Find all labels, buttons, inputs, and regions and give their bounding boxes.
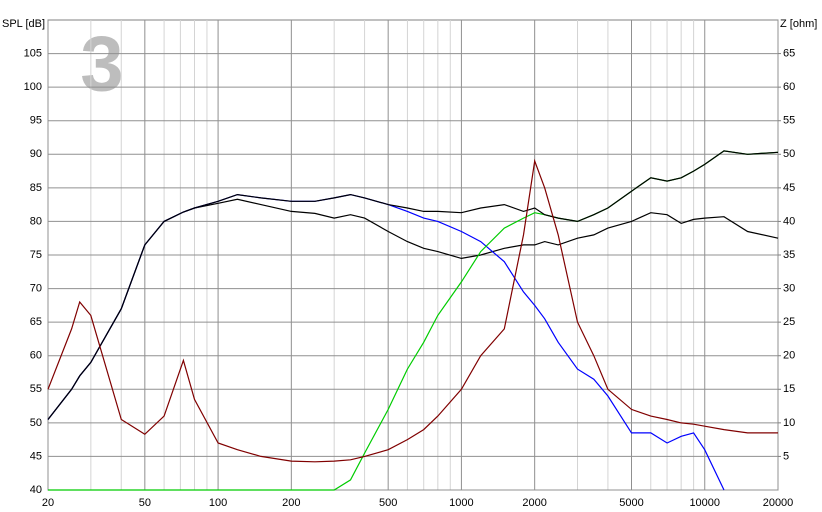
x-tick-label: 2000: [522, 497, 546, 509]
y-tick-label: 40: [30, 484, 42, 496]
y2-tick-label: 25: [783, 316, 795, 328]
y2-tick-label: 5: [783, 450, 789, 462]
x-tick-label: 20000: [763, 497, 794, 509]
y2-tick-label: 40: [783, 215, 795, 227]
x-tick-label: 5000: [619, 497, 643, 509]
y-axis-label: SPL [dB]: [2, 18, 45, 30]
series-line: [47, 150, 779, 420]
y-tick-label: 80: [30, 215, 42, 227]
x-tick-label: 1000: [449, 497, 473, 509]
x-tick-label: 50: [139, 497, 151, 509]
y2-tick-label: 20: [783, 350, 795, 362]
y2-tick-label: 65: [783, 47, 795, 59]
y-tick-label: 60: [30, 350, 42, 362]
y-tick-label: 90: [30, 148, 42, 160]
y2-tick-label: 10: [783, 417, 795, 429]
y2-tick-label: 15: [783, 383, 795, 395]
x-tick-label: 10000: [689, 497, 720, 509]
y2-tick-label: 35: [783, 249, 795, 261]
y-tick-label: 85: [30, 182, 42, 194]
y-tick-label: 70: [30, 282, 42, 294]
x-tick-label: 500: [379, 497, 397, 509]
y-tick-label: 95: [30, 115, 42, 127]
x-tick-label: 100: [209, 497, 227, 509]
y2-axis-label: Z [ohm]: [780, 18, 817, 30]
y2-tick-label: 50: [783, 148, 795, 160]
y-tick-label: 75: [30, 249, 42, 261]
y2-tick-label: 60: [783, 81, 795, 93]
y2-tick-label: 30: [783, 282, 795, 294]
x-tick-label: 20: [42, 497, 54, 509]
y-tick-label: 45: [30, 450, 42, 462]
y2-tick-label: 55: [783, 115, 795, 127]
y2-tick-label: 45: [783, 182, 795, 194]
y-tick-label: 55: [30, 383, 42, 395]
badge: 3: [80, 20, 123, 108]
badge-box: [76, 28, 128, 106]
y-tick-label: 50: [30, 417, 42, 429]
y-tick-label: 100: [24, 81, 42, 93]
series-line: [47, 158, 778, 463]
x-tick-label: 200: [282, 497, 300, 509]
y-tick-label: 105: [24, 47, 42, 59]
y-tick-label: 65: [30, 316, 42, 328]
